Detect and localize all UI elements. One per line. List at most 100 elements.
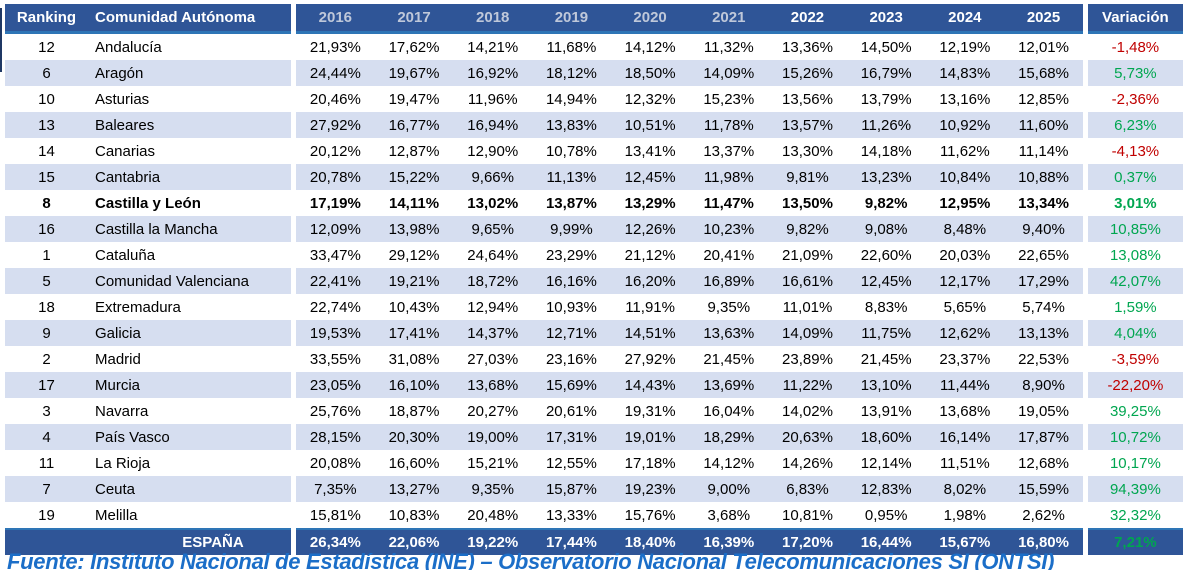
table-row: 3 Navarra 25,76% 18,87% 20,27% 20,61% 19,31% 16… (5, 398, 1183, 424)
year-value-cell: 14,09% (689, 60, 769, 86)
year-value-cell: 23,16% (545, 350, 597, 368)
year-value-cell: 2,62% (1022, 506, 1065, 524)
column-separator (1082, 398, 1088, 424)
comunidad-cell: Melilla (95, 506, 138, 524)
header-year-2022: 2022 (768, 4, 847, 34)
year-value-cell: 27,03% (467, 350, 519, 368)
year-value-cell: 13,91% (860, 402, 912, 420)
year-value-cell: 20,30% (374, 424, 454, 450)
year-value-cell: 17,31% (532, 424, 611, 450)
column-separator (291, 346, 296, 372)
column-separator (291, 242, 296, 268)
year-value-cell: 18,60% (846, 424, 926, 450)
year-value-cell: 13,13% (1004, 320, 1083, 346)
source-citation: Fuente: Instituto Nacional de Estadístic… (7, 549, 1055, 570)
column-separator (1082, 112, 1088, 138)
year-value-cell: 8,83% (864, 298, 908, 316)
table-left-border (0, 8, 2, 72)
column-separator (1082, 60, 1088, 86)
year-value-cell: 16,79% (846, 60, 926, 86)
year-value-cell: 10,43% (388, 298, 440, 316)
table-row: 12 Andalucía 21,93% 17,62% 14,21% 11,68% 14,12… (5, 34, 1183, 60)
table-row: 18 Extremadura 22,74% 10,43% 12,94% 10,93% 11,… (5, 294, 1183, 320)
column-separator (1082, 268, 1088, 294)
year-value-cell: 10,81% (782, 506, 833, 524)
column-separator (1082, 528, 1088, 555)
variacion-cell: 13,08% (1109, 246, 1161, 264)
ranking-cell: 3 (42, 402, 51, 420)
column-separator (1082, 502, 1088, 528)
year-value-cell: 19,47% (388, 90, 440, 108)
comunidad-cell: Extremadura (95, 298, 181, 316)
year-value-cell: 0,95% (864, 506, 908, 524)
year-value-cell: 9,00% (689, 476, 769, 502)
total-year-value-cell: 16,44% (846, 528, 926, 555)
column-separator (1082, 138, 1088, 164)
year-value-cell: 16,16% (532, 268, 611, 294)
year-value-cell: 11,62% (939, 142, 990, 160)
year-value-cell: 1,98% (943, 506, 987, 524)
year-value-cell: 12,87% (388, 142, 440, 160)
year-value-cell: 16,10% (374, 372, 454, 398)
year-value-cell: 9,81% (768, 164, 847, 190)
year-value-cell: 13,68% (939, 402, 991, 420)
header-year-2016: 2016 (296, 4, 375, 34)
ranking-cell: 15 (5, 164, 88, 190)
column-separator (291, 216, 296, 242)
table-row: 19 Melilla 15,81% 10,83% 20,48% 13,33% 15,76% 3… (5, 502, 1183, 528)
year-value-cell: 16,60% (388, 454, 440, 472)
year-value-cell: 16,94% (453, 112, 533, 138)
year-value-cell: 3,68% (707, 506, 751, 524)
year-value-cell: 20,08% (309, 454, 361, 472)
header-ranking: Ranking (5, 4, 88, 34)
year-value-cell: 11,32% (703, 38, 754, 56)
header-year-2020: 2020 (610, 4, 690, 34)
year-value-cell: 17,87% (1004, 424, 1083, 450)
year-value-cell: 20,46% (309, 90, 361, 108)
comunidad-cell: Cataluña (95, 246, 156, 264)
year-value-cell: 15,23% (703, 90, 755, 108)
comunidad-cell: País Vasco (88, 424, 291, 450)
year-value-cell: 9,99% (532, 216, 611, 242)
year-value-cell: 14,11% (389, 194, 440, 212)
year-value-cell: 13,10% (846, 372, 926, 398)
year-value-cell: 16,92% (453, 60, 533, 86)
year-value-cell: 9,82% (864, 194, 908, 212)
column-separator (291, 528, 296, 555)
variacion-cell: 39,25% (1109, 402, 1161, 420)
year-value-cell: 11,13% (532, 164, 611, 190)
year-value-cell: 9,35% (707, 298, 751, 316)
table-row: 10 Asturias 20,46% 19,47% 11,96% 14,94% 12,32%… (5, 86, 1183, 112)
column-separator (1082, 450, 1088, 476)
year-value-cell: 15,68% (1004, 60, 1083, 86)
year-value-cell: 7,35% (296, 476, 375, 502)
column-separator (291, 424, 296, 450)
year-value-cell: 17,29% (1004, 268, 1083, 294)
year-value-cell: 17,41% (374, 320, 454, 346)
year-value-cell: 12,85% (1018, 90, 1069, 108)
column-separator (1082, 294, 1088, 320)
year-value-cell: 21,12% (624, 246, 676, 264)
comunidad-cell: Cantabria (88, 164, 291, 190)
year-value-cell: 18,87% (388, 402, 440, 420)
year-value-cell: 10,92% (925, 112, 1005, 138)
ranking-cell: 18 (38, 298, 55, 316)
comunidad-cell: Castilla la Mancha (88, 216, 291, 242)
column-separator (291, 34, 296, 60)
table-total-row: ESPAÑA 26,34% 22,06% 19,22% 17,44% 18,40% 16,3… (5, 528, 1183, 555)
year-value-cell: 21,45% (860, 350, 912, 368)
year-value-cell: 11,14% (1018, 142, 1069, 160)
year-value-cell: 15,21% (467, 454, 519, 472)
header-year-2018: 2018 (453, 4, 533, 34)
year-value-cell: 16,20% (610, 268, 690, 294)
comunidad-cell: Ceuta (88, 476, 291, 502)
ranking-cell: 2 (42, 350, 51, 368)
year-value-cell: 15,76% (624, 506, 676, 524)
year-value-cell: 19,00% (453, 424, 533, 450)
year-value-cell: 13,23% (846, 164, 926, 190)
year-value-cell: 20,63% (768, 424, 847, 450)
variacion-cell: -1,48% (1111, 38, 1160, 56)
ranking-cell: 5 (5, 268, 88, 294)
year-value-cell: 19,53% (296, 320, 375, 346)
year-value-cell: 14,12% (703, 454, 755, 472)
